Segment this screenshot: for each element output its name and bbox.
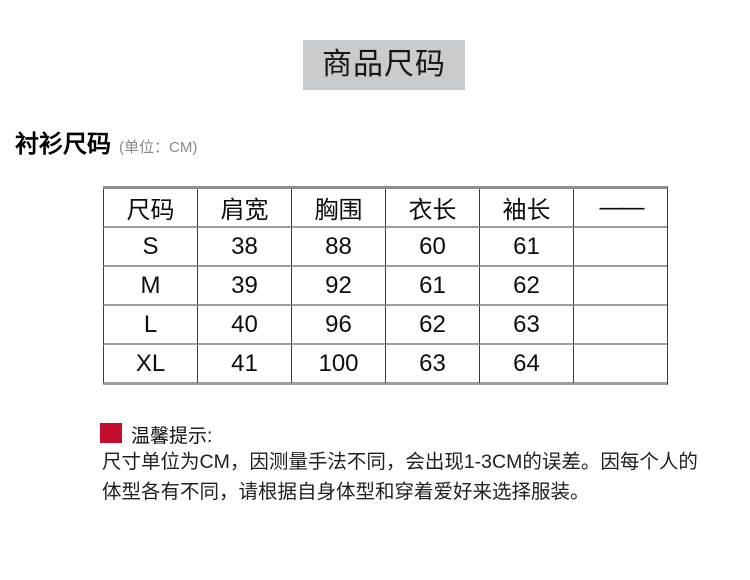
cell-blank <box>573 267 667 306</box>
cell-chest: 96 <box>291 306 385 345</box>
shirt-size-heading-title: 衬衫尺码 <box>15 131 111 158</box>
cell-sleeve: 63 <box>479 306 573 345</box>
cell-sleeve: 64 <box>479 345 573 384</box>
cell-chest: 88 <box>291 228 385 267</box>
column-header-blank-dash: —— <box>573 189 667 228</box>
table-row-l: L 40 96 62 63 <box>103 306 667 345</box>
cell-blank <box>573 345 667 384</box>
tips-line-1: 尺寸单位为CM，因测量手法不同，会出现1-3CM的误差。因每个人的 <box>102 451 698 473</box>
cell-length: 61 <box>385 267 479 306</box>
tips-line-2: 体型各有不同，请根据自身体型和穿着爱好来选择服装。 <box>102 481 590 503</box>
cell-length: 63 <box>385 345 479 384</box>
cell-size: XL <box>103 345 197 384</box>
table-row-xl: XL 41 100 63 64 <box>103 345 667 384</box>
tips-title: 温馨提示: <box>131 426 213 447</box>
cell-length: 62 <box>385 306 479 345</box>
cell-size: L <box>103 306 197 345</box>
cell-size: S <box>103 228 197 267</box>
table-row-m: M 39 92 61 62 <box>103 267 667 306</box>
table-row-s: S 38 88 60 61 <box>103 228 667 267</box>
column-header-shoulder: 肩宽 <box>197 189 291 228</box>
cell-shoulder: 38 <box>197 228 291 267</box>
cell-sleeve: 61 <box>479 228 573 267</box>
size-table-header-row: 尺码 肩宽 胸围 衣长 袖长 —— <box>103 189 667 228</box>
size-table: 尺码 肩宽 胸围 衣长 袖长 —— S 38 88 60 61 M 39 92 … <box>103 186 668 385</box>
shirt-size-heading: 衬衫尺码 (单位：CM) <box>15 124 197 159</box>
column-header-size: 尺码 <box>103 189 197 228</box>
column-header-chest: 胸围 <box>291 189 385 228</box>
cell-shoulder: 41 <box>197 345 291 384</box>
column-header-sleeve: 袖长 <box>479 189 573 228</box>
cell-blank <box>573 306 667 345</box>
tips-body: 尺寸单位为CM，因测量手法不同，会出现1-3CM的误差。因每个人的 体型各有不同… <box>102 447 722 507</box>
cell-chest: 92 <box>291 267 385 306</box>
red-square-icon <box>100 423 122 443</box>
cell-shoulder: 39 <box>197 267 291 306</box>
cell-blank <box>573 228 667 267</box>
cell-shoulder: 40 <box>197 306 291 345</box>
column-header-length: 衣长 <box>385 189 479 228</box>
cell-chest: 100 <box>291 345 385 384</box>
cell-length: 60 <box>385 228 479 267</box>
cell-sleeve: 62 <box>479 267 573 306</box>
shirt-size-heading-unit: (单位：CM) <box>119 139 198 156</box>
cell-size: M <box>103 267 197 306</box>
page-title-banner: 商品尺码 <box>303 40 465 90</box>
